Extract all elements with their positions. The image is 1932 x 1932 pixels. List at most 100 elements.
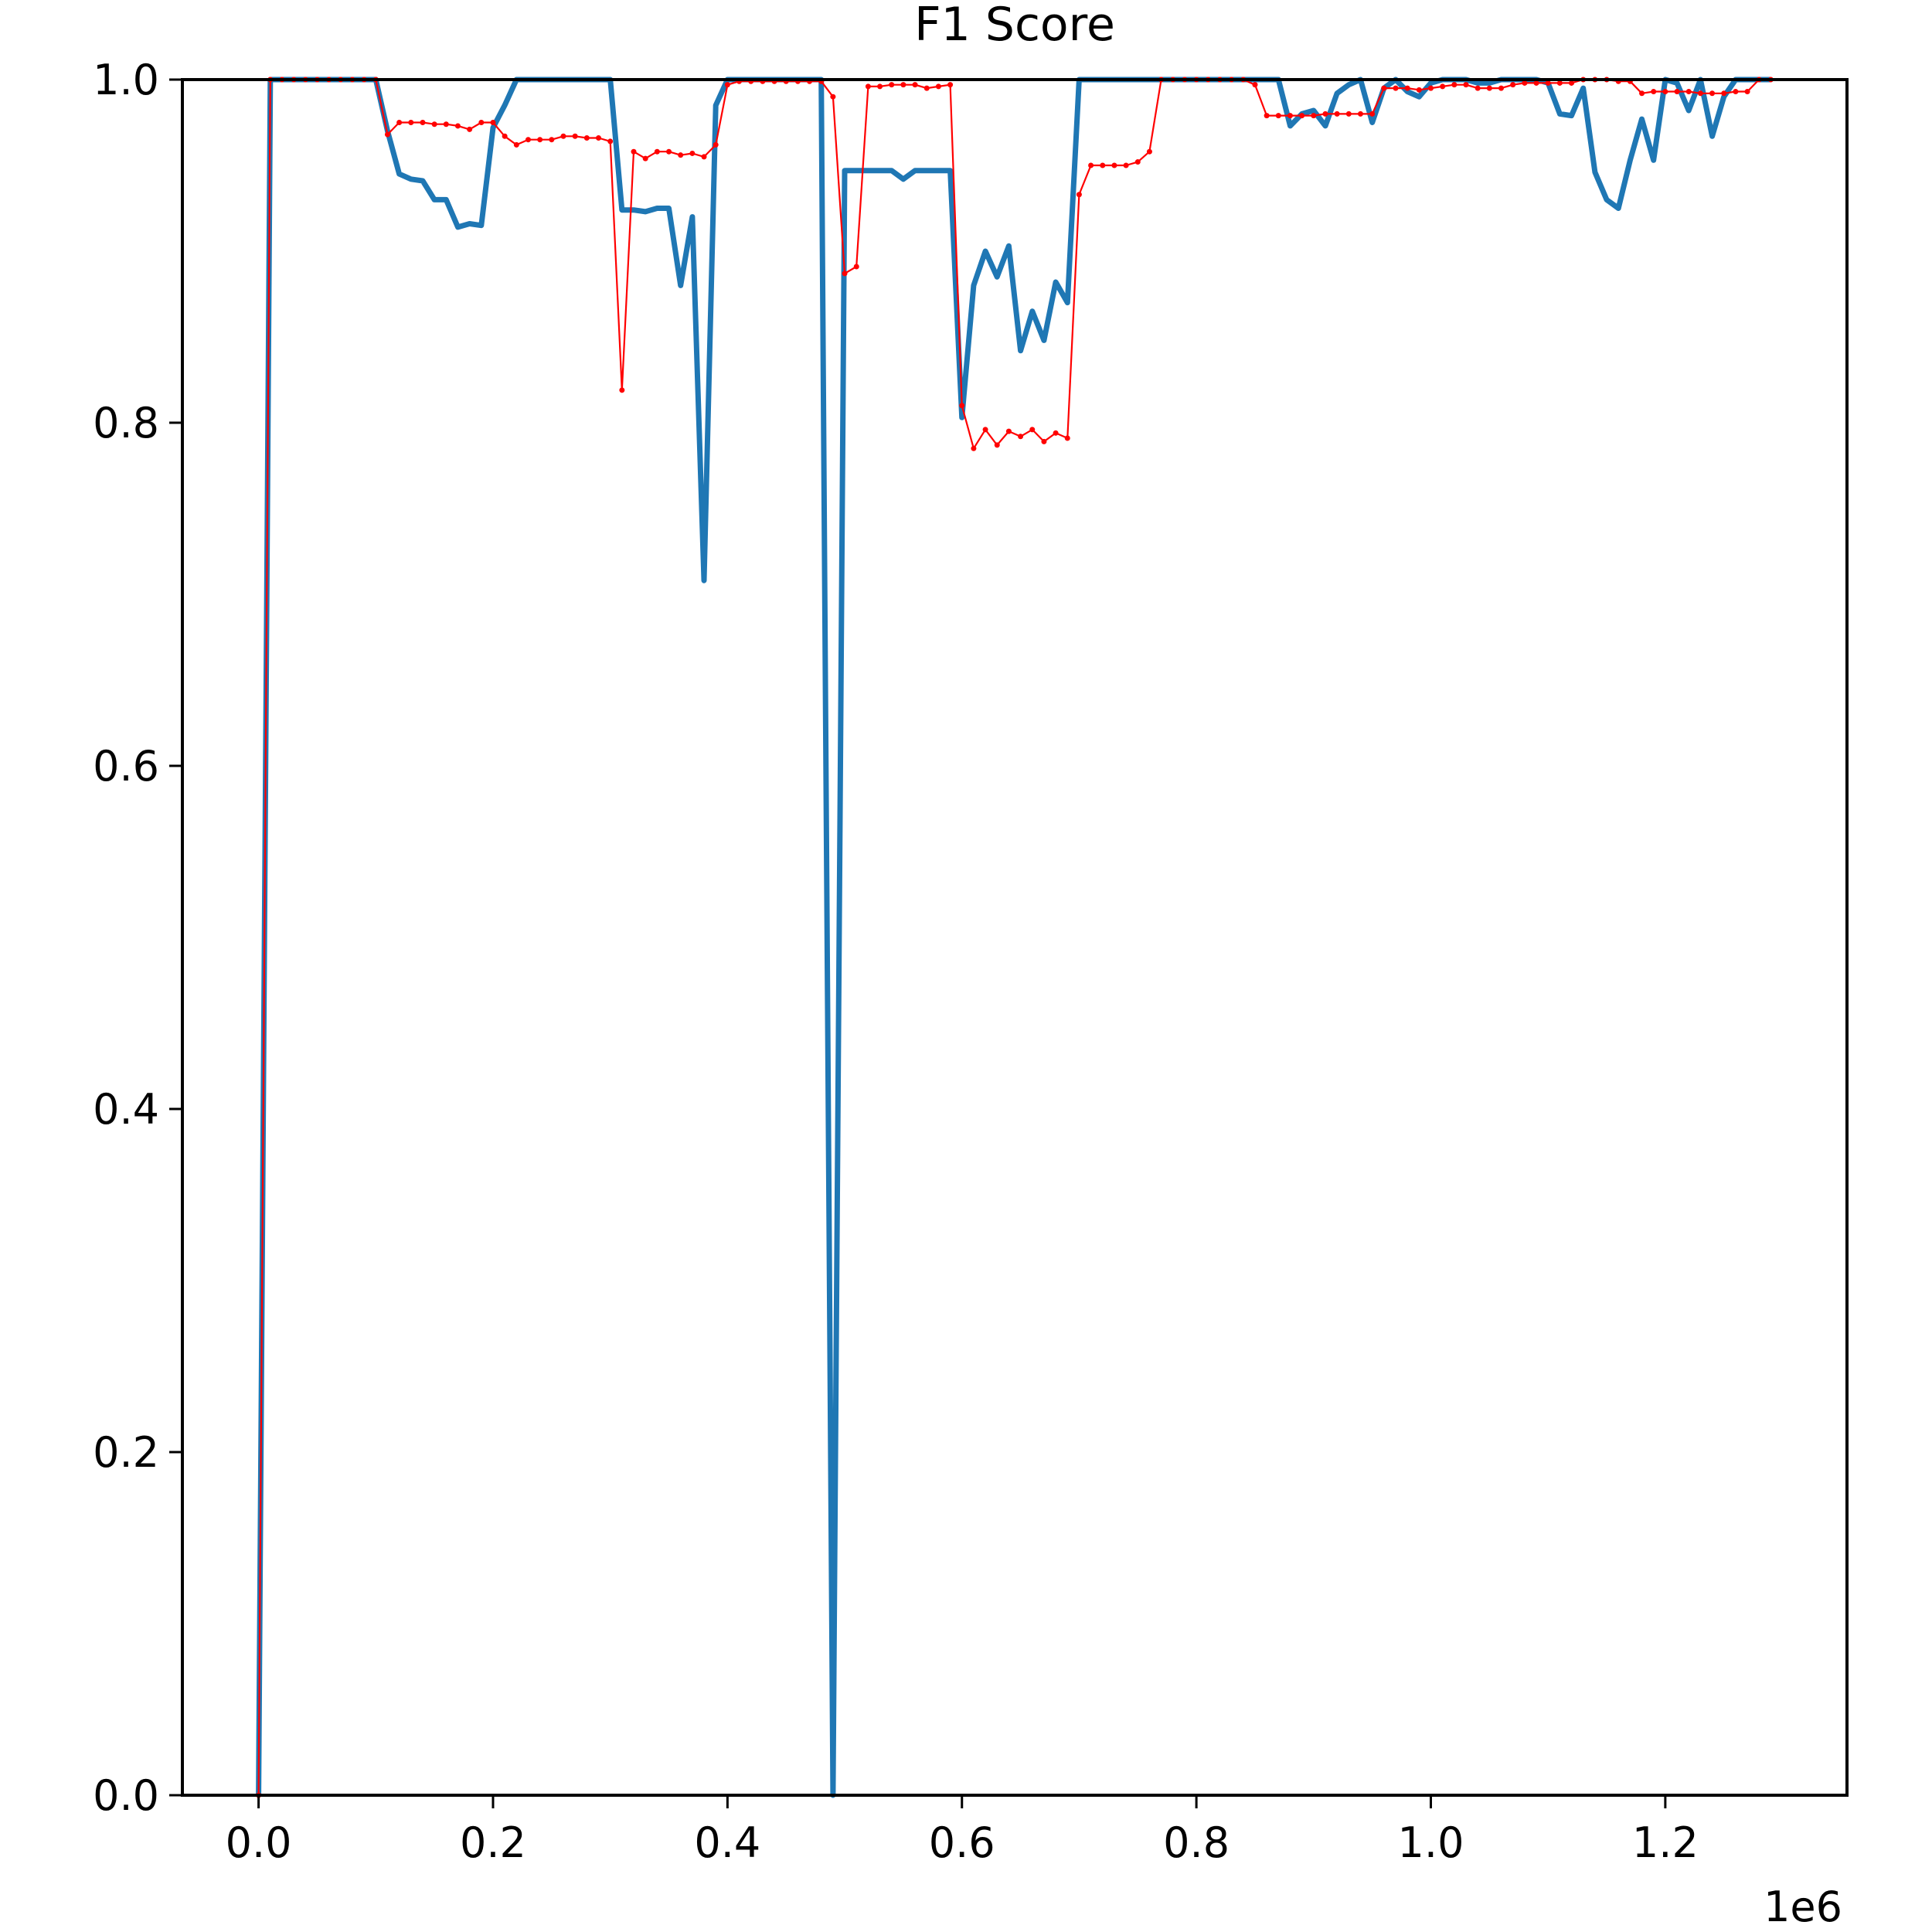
series-1-point [467,126,473,132]
series-1-point [454,123,461,129]
series-1-point [583,134,590,141]
series-1-point [572,133,578,139]
series-1-point [1451,82,1458,88]
x-tick-label: 0.2 [460,1818,526,1867]
series-1-point [1064,435,1070,441]
series-1-point [935,83,941,90]
series-1-point [1334,111,1340,117]
series-1-point [842,270,848,277]
y-tick-label: 0.4 [93,1085,159,1134]
series-1-point [1287,113,1293,119]
series-1-point [1651,89,1657,95]
series-1-point [1029,427,1036,433]
series-1-point [443,121,449,128]
series-1-point [1146,148,1152,155]
series-1-point [1522,80,1528,86]
series-1-point [947,82,954,88]
series-1-point [502,133,508,139]
y-tick-label: 0.6 [93,742,159,791]
series-1-point [1639,90,1645,97]
series-1-point [701,154,707,160]
series-1-point [1018,434,1024,440]
series-1-point [560,133,566,139]
series-1-point [1475,85,1481,91]
series-1-point [1264,113,1270,119]
series-1-point [1721,90,1727,97]
series-1-point [1463,82,1469,88]
series-1-point [1369,111,1376,117]
series-1-point [1533,80,1539,86]
series-1-point [1440,83,1446,90]
y-tick-label: 1.0 [93,56,159,104]
series-1-point [1744,89,1750,95]
series-1-point [1697,90,1703,97]
series-1-point [1404,85,1410,91]
series-1-point [678,152,684,158]
x-tick-label: 0.4 [694,1818,760,1867]
series-1-point [713,141,719,148]
series-1-point [1486,85,1492,91]
series-1-point [865,83,871,90]
series-1-point [912,82,918,88]
series-1-point [1005,428,1012,434]
x-tick-label: 0.8 [1163,1818,1230,1867]
series-1-point [971,445,977,451]
series-1-point [853,264,859,270]
series-1-point [1053,430,1059,436]
series-1-point [642,155,648,162]
series-1-point [1381,85,1387,91]
x-tick-label: 0.6 [929,1818,995,1867]
series-1-point [1569,80,1575,86]
plot-frame [181,78,1849,1797]
series-1-point [490,120,496,125]
series-1-point [1428,85,1434,91]
series-1-point [431,121,437,128]
series-1-point [1100,162,1106,168]
x-tick-label: 1.0 [1398,1818,1464,1867]
series-1-point [420,120,426,125]
x-axis-offset-label: 1e6 [1764,1883,1842,1931]
series-1-point [689,150,696,156]
chart-title: F1 Score [914,0,1115,52]
series-1-point [1416,87,1422,93]
series-1-point [1311,113,1317,119]
series-1-point [513,141,519,148]
series-1-point [478,120,485,125]
y-tick-label: 0.8 [93,399,159,447]
y-tick-label: 0.0 [93,1771,159,1820]
series-1-point [1275,113,1281,119]
series-1-point [525,137,531,143]
series-1-point [384,131,390,138]
series-1-point [1510,82,1516,88]
series-1-point [537,137,543,143]
series-1-point [1322,111,1328,117]
series-1-point [1685,89,1692,95]
series-1-point [1299,113,1305,119]
series-1-point [1709,90,1716,97]
series-1-point [1733,89,1739,95]
series-1-point [408,120,414,125]
series-1-point [877,83,883,90]
series-1-point [900,82,906,88]
series-1-point [1357,111,1363,117]
series-1-point [654,148,660,155]
series-1-point [1393,85,1399,91]
series-1-point [631,148,637,155]
series-1-point [549,137,555,143]
series-1-point [724,82,730,88]
series-1-point [1123,162,1129,168]
series-1-point [1662,89,1668,95]
series-1-point [1252,82,1258,88]
series-1-point [607,138,614,145]
tick-layer: 0.0 0.2 0.4 0.6 0.8 1.0 1.2 0.0 0.2 0.4 0.6 0.8 1.0 [93,56,1699,1867]
series-1-point [1556,80,1563,86]
series-1-point [1041,438,1047,444]
series-1-point [1674,89,1680,95]
series-1-point [830,94,836,100]
series-1-point [619,387,625,393]
series-1-point [1134,159,1141,165]
series-1-point [959,403,965,409]
series-1-point [1111,162,1117,168]
series-1-point [596,134,601,141]
